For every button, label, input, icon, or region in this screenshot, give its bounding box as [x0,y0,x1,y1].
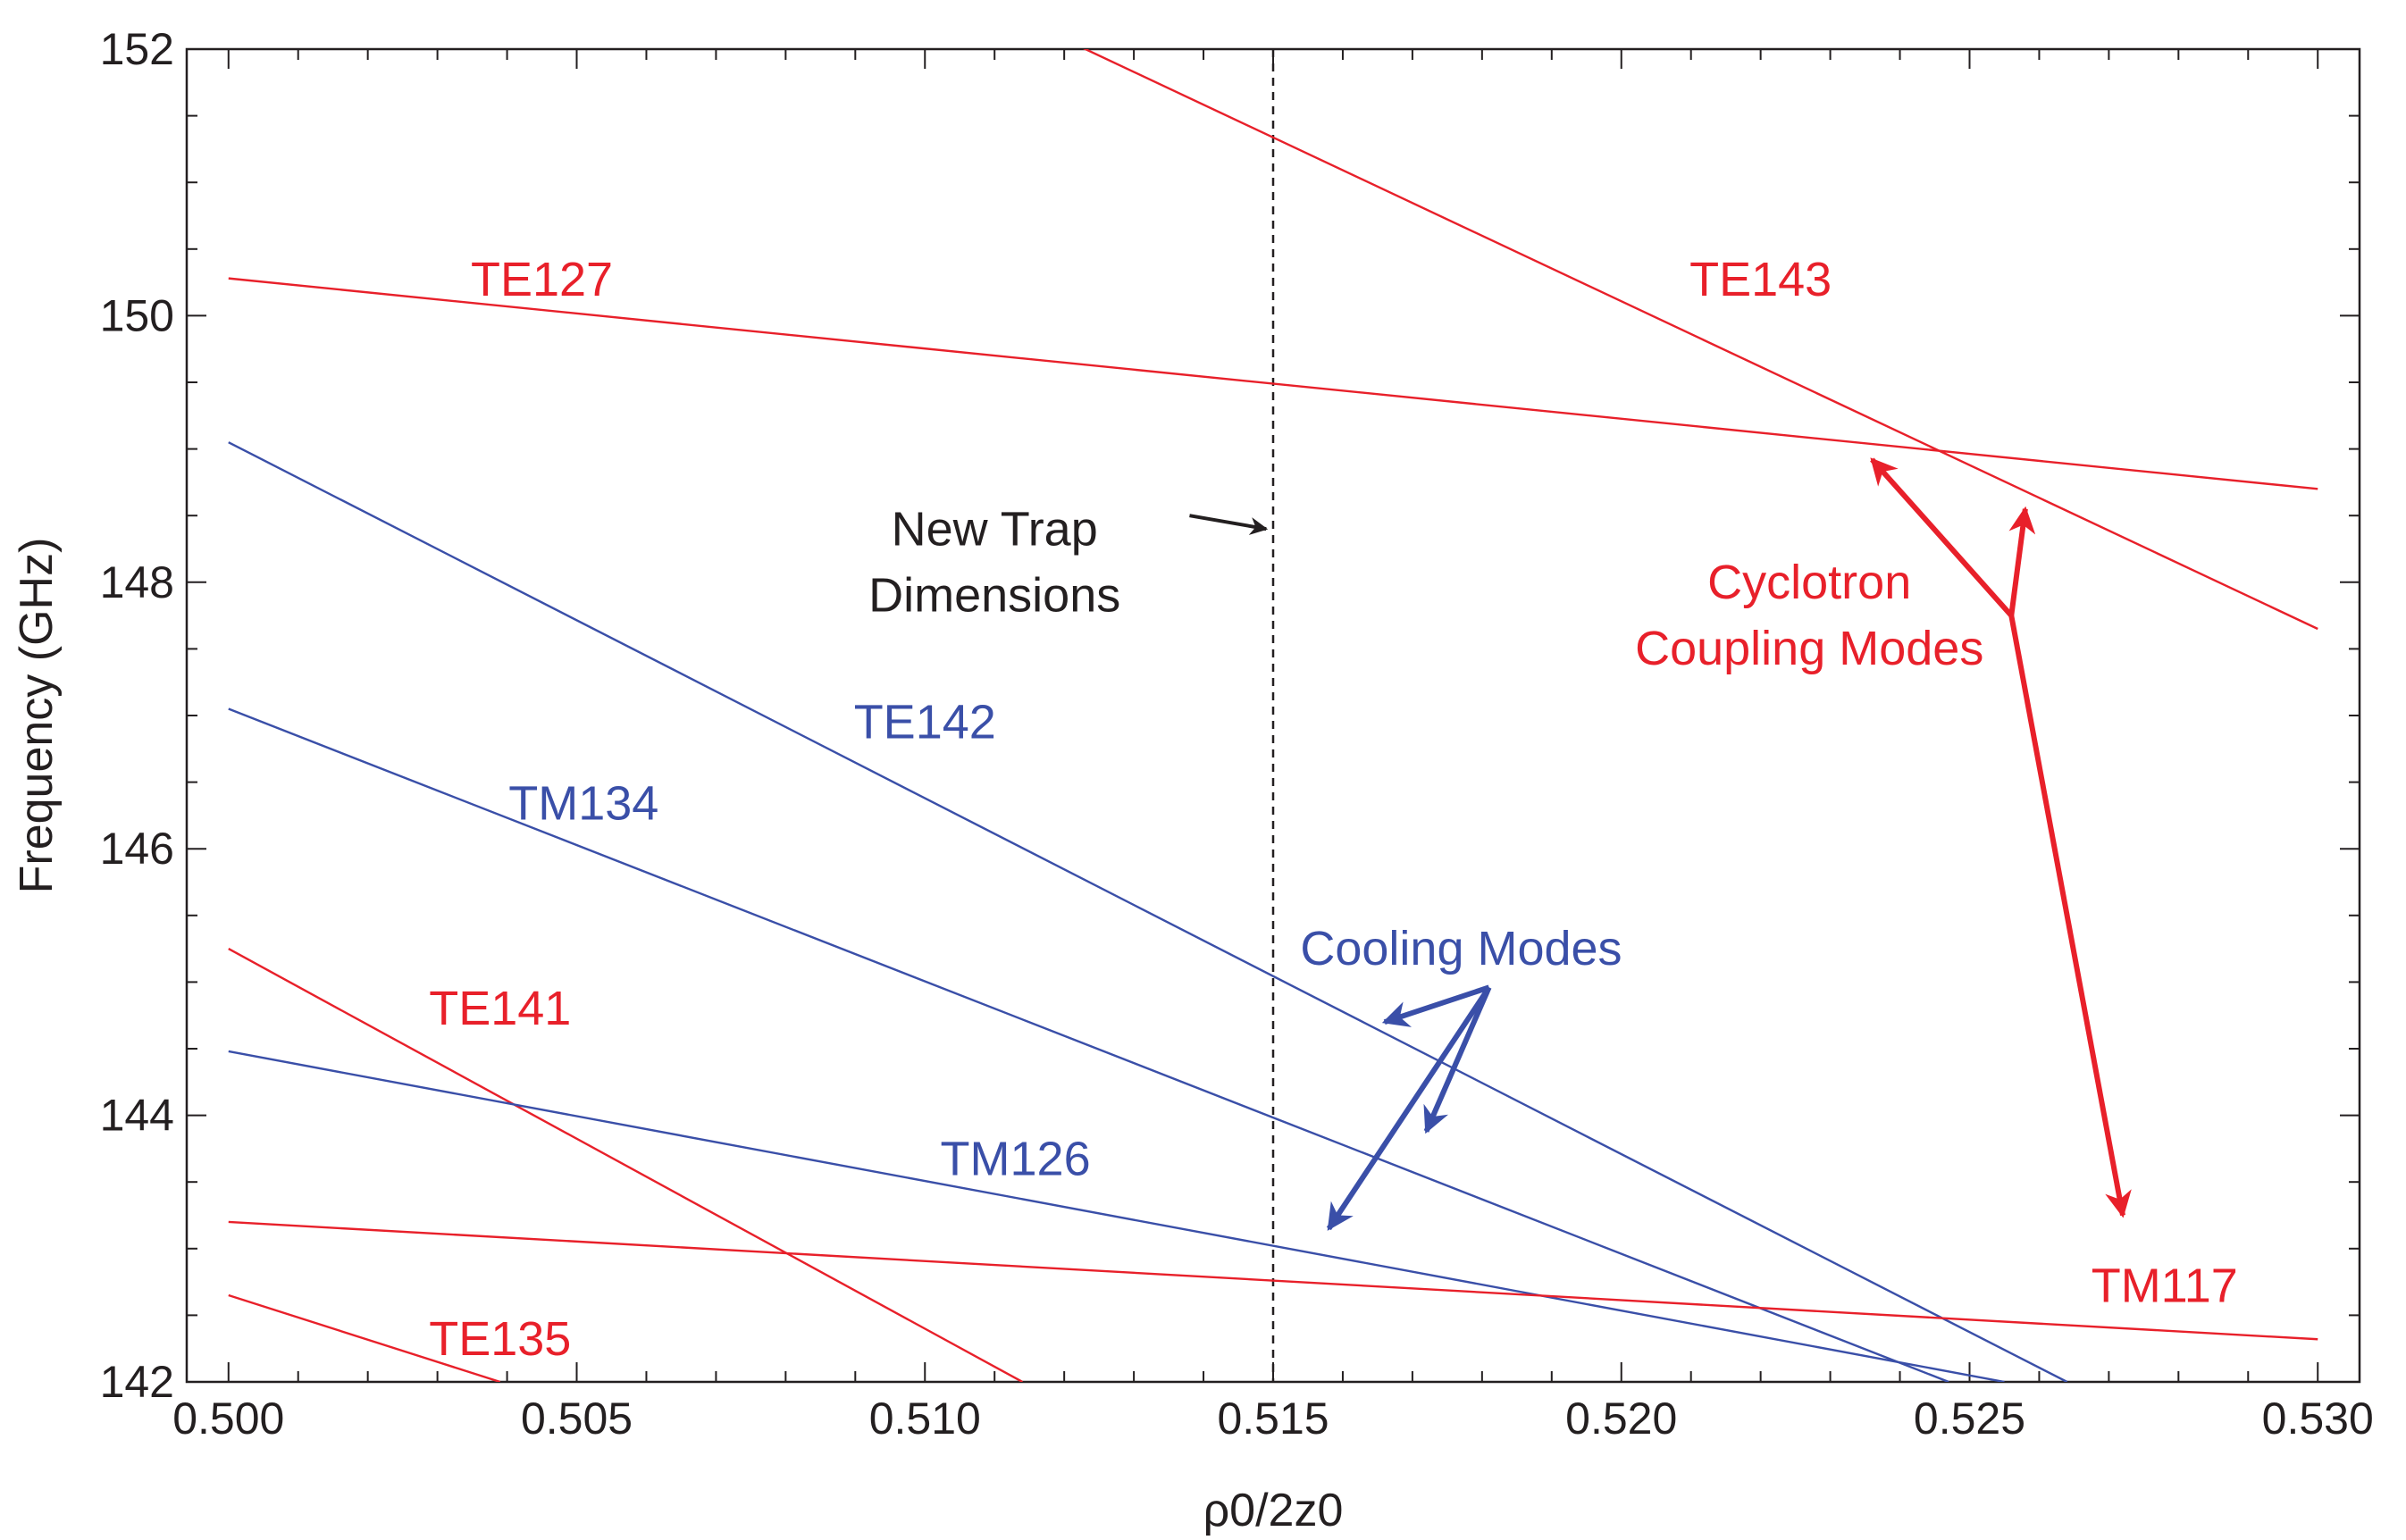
x-tick-label: 0.520 [1565,1394,1677,1444]
x-tick-label: 0.525 [1914,1394,2025,1444]
annotation-layer: TE127 TE143 TE142 TM134 TE141 TM126 TM117 TE135… [429,253,2238,1366]
x-tick-label: 0.505 [521,1394,633,1444]
y-tick-label: 146 [100,824,174,874]
annotation-text: New Trap [892,502,1098,556]
series-label-te141: TE141 [429,982,571,1035]
annotation-arrow [1381,984,1490,1027]
series-line-te143 [1082,49,2318,631]
annotation-arrow [1189,514,1269,535]
y-tick-label: 148 [100,557,174,607]
annotation-text: Cooling Modes [1300,922,1622,975]
annotation-text: Dimensions [868,568,1120,622]
series-line-te142 [228,441,2068,1382]
x-axis-title: ρ0/2z0 [1203,1485,1344,1536]
series-line-tm117 [228,1220,2318,1341]
y-tick-label: 144 [100,1091,174,1141]
y-tick-label: 152 [100,24,174,74]
series-label-tm126: TM126 [941,1133,1091,1186]
x-tick-label: 0.515 [1217,1394,1329,1444]
x-tick-label: 0.500 [172,1394,284,1444]
series-label-tm117: TM117 [2092,1259,2238,1312]
y-tick-label: 142 [100,1357,174,1407]
series-label-te143: TE143 [1689,253,1832,306]
series-line-tm134 [228,707,1949,1382]
annotation-text: Coupling Modes [1635,622,1983,675]
y-tick-label: 150 [100,290,174,340]
axes-layer: 0.500 0.505 0.510 0.515 0.520 0.525 0.530 142 14… [11,24,2374,1536]
y-axis-title: Frequency (GHz) [11,538,63,894]
series-line-tm126 [228,1050,2005,1382]
series-label-te127: TE127 [471,253,613,306]
series-label-tm134: TM134 [508,776,658,830]
x-tick-label: 0.530 [2262,1394,2374,1444]
series-label-te142: TE142 [854,695,996,749]
annotation-arrow [2008,615,2132,1218]
series-line-te135 [228,1293,501,1382]
series-line-te127 [228,277,2318,490]
annotation-arrow [2008,506,2036,616]
annotation-arrow [1870,457,2014,618]
annotation-arrow [1326,985,1492,1231]
x-tick-label: 0.510 [869,1394,981,1444]
series-label-te135: TE135 [429,1312,571,1366]
annotation-arrow [1423,986,1492,1134]
series-line-te141 [228,948,1023,1382]
series-layer [228,49,2318,1382]
annotation-text: Cyclotron [1707,556,1911,609]
